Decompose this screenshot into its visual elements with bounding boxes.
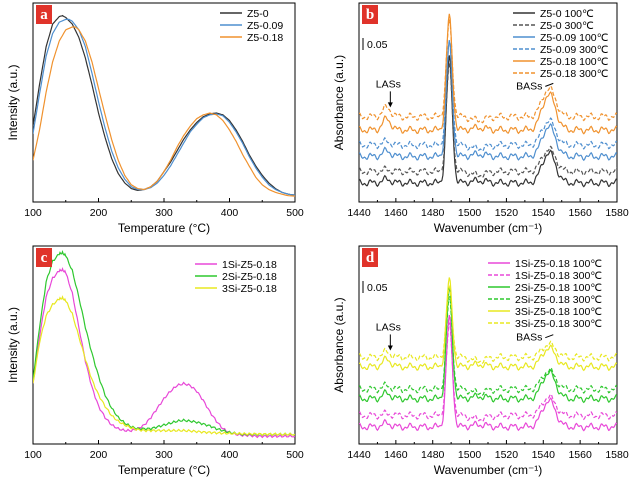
x-tick-label: 500 [286,207,304,219]
panel-letter-badge [36,5,52,24]
legend-label: Z5-0.18 100℃ [540,56,609,68]
x-tick-label: 400 [221,207,239,219]
series-line [359,40,617,152]
legend-label: Z5-0 [247,8,269,20]
x-tick-label: 1500 [458,207,482,219]
legend-label: 3Si-Z5-0.18 100℃ [515,306,602,318]
las-label: LASs [376,78,401,90]
panel-letter-badge [362,5,378,24]
legend-label: 3Si-Z5-0.18 [222,283,277,295]
bas-label: BASs [516,80,542,92]
series-group [33,250,295,439]
series-group [359,277,617,432]
series-line [359,19,617,124]
scale-bar-label: 0.05 [367,282,388,294]
panel-letter: c [41,250,48,266]
x-tick-label: 1460 [384,207,408,219]
legend-label: 2Si-Z5-0.18 100℃ [515,282,602,294]
panel-letter-badge [362,248,378,267]
x-tick-label: 300 [155,449,173,461]
x-tick-label: 500 [286,449,304,461]
x-tick-label: 1500 [458,449,482,461]
series-line [359,62,617,179]
series-line [33,266,295,439]
panel-b: 1440 1460 1480 1500 1520 1540 1560 1580 Wavenumb… [332,2,629,235]
x-tick-label: 400 [221,449,239,461]
legend-label: Z5-0.18 300℃ [540,68,609,80]
x-tick-label: 100 [24,449,42,461]
panel-d: 1440 1460 1480 1500 1520 1540 1560 1580 Wavenumb… [332,245,629,477]
x-tick-label: 1520 [495,207,519,219]
bas-arrow [545,82,554,87]
series-line [359,296,617,396]
series-line [359,13,617,135]
las-arrow-head [387,345,393,351]
x-tick-label: 1580 [605,449,629,461]
x-axis-label: Temperature (°C) [118,463,210,477]
series-line [359,314,617,432]
panel-a: 100 200 300 400 500 Temperature (°C) Intensity… [6,2,304,235]
x-tick-label: 1440 [347,207,371,219]
series-line [33,18,295,196]
x-tick-label: 1540 [532,449,556,461]
series-group [33,14,295,197]
y-axis-label: Absorbance (a.u.) [332,55,346,150]
panel-letter: b [366,7,374,23]
x-tick-label: 1580 [605,207,629,219]
x-tick-label: 1560 [568,207,592,219]
y-axis-label: Intensity (a.u.) [6,307,20,383]
legend-label: Z5-0 300℃ [540,20,594,32]
x-tick-label: 1460 [384,449,408,461]
bas-label: BASs [516,332,542,344]
legend-label: Z5-0.18 [247,32,283,44]
x-tick-label: 100 [24,207,42,219]
legend-label: Z5-0 100℃ [540,8,594,20]
panel-letter: a [40,7,48,23]
series-line [359,322,617,423]
bas-arrow [545,334,554,339]
x-tick-label: 1480 [421,449,445,461]
x-tick-label: 1540 [532,207,556,219]
series-line [33,295,295,437]
x-axis-label: Wavenumber (cm⁻¹) [434,221,543,235]
x-axis-label: Temperature (°C) [118,221,210,235]
panel-letter: d [366,250,375,266]
legend-label: 1Si-Z5-0.18 [222,259,277,271]
x-tick-label: 1520 [495,449,519,461]
x-tick-label: 1480 [421,207,445,219]
series-line [359,284,617,365]
series-line [33,26,295,197]
series-line [359,55,617,188]
panel-c: 100 200 300 400 500 Temperature (°C) Intensity… [6,245,304,477]
x-axis-label: Wavenumber (cm⁻¹) [434,463,543,477]
legend-label: 2Si-Z5-0.18 [222,271,277,283]
x-tick-label: 1440 [347,449,371,461]
x-tick-label: 300 [155,207,173,219]
x-tick-label: 200 [90,449,108,461]
series-line [359,40,617,162]
legend-label: Z5-0.09 100℃ [540,32,609,44]
legend-label: 1Si-Z5-0.18 100℃ [515,258,602,270]
series-group [359,13,617,188]
x-tick-label: 1560 [568,449,592,461]
y-axis-label: Intensity (a.u.) [6,64,20,140]
scale-bar-label: 0.05 [367,39,388,51]
las-arrow-head [387,102,393,108]
series-line [359,286,617,404]
legend-label: Z5-0.09 300℃ [540,44,609,56]
legend-label: 3Si-Z5-0.18 300℃ [515,318,602,330]
legend-label: 1Si-Z5-0.18 300℃ [515,270,602,282]
x-tick-label: 200 [90,207,108,219]
y-axis-label: Absorbance (a.u.) [332,297,346,392]
panel-letter-badge [36,248,52,267]
las-label: LASs [376,321,401,333]
legend-label: Z5-0.09 [247,20,283,32]
series-line [359,277,617,372]
legend-label: 2Si-Z5-0.18 300℃ [515,294,602,306]
